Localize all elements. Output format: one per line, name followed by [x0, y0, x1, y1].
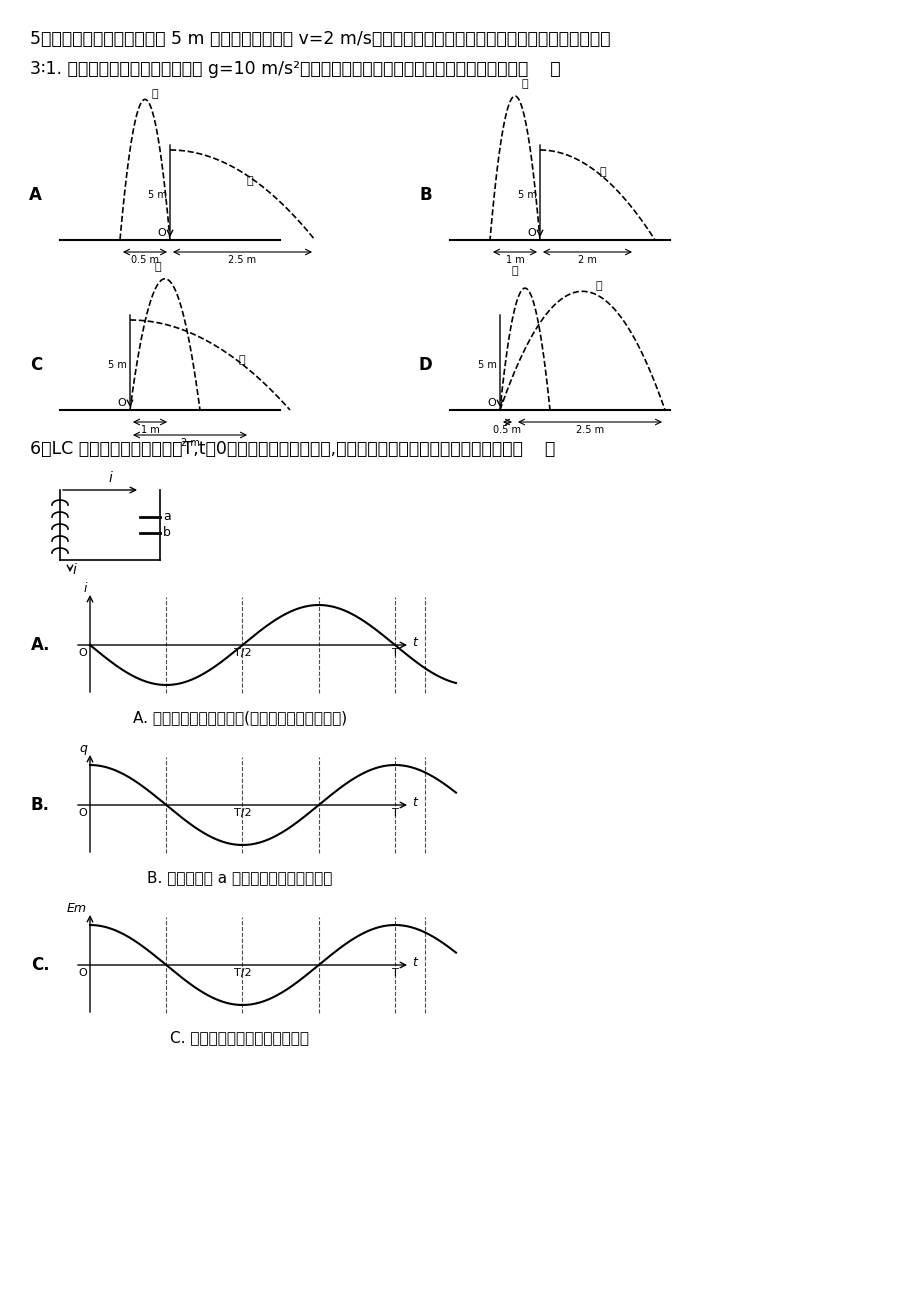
- Text: A: A: [29, 186, 42, 204]
- Text: 1 m: 1 m: [505, 255, 524, 266]
- Text: 乙: 乙: [511, 266, 517, 276]
- Text: O: O: [78, 648, 87, 658]
- Text: B: B: [419, 186, 432, 204]
- Text: O: O: [487, 398, 495, 408]
- Text: O: O: [527, 228, 536, 238]
- Text: O: O: [117, 398, 126, 408]
- Text: 甲: 甲: [246, 176, 253, 186]
- Text: O: O: [157, 228, 165, 238]
- Text: 5 m: 5 m: [108, 359, 127, 370]
- Text: A. 电流的周期性变化图象(以顺时针方向电流为正): A. 电流的周期性变化图象(以顺时针方向电流为正): [132, 710, 346, 725]
- Text: 3∶1. 不计质量损失，取重力加速度 g=10 m/s²，则下列图中两块弹片飞行的轨迹可能正确的是（    ）: 3∶1. 不计质量损失，取重力加速度 g=10 m/s²，则下列图中两块弹片飞行…: [30, 60, 560, 78]
- Text: 5 m: 5 m: [517, 190, 537, 201]
- Text: t: t: [412, 797, 416, 810]
- Text: C.: C.: [31, 956, 50, 974]
- Text: i: i: [84, 582, 87, 595]
- Text: T: T: [391, 967, 398, 978]
- Text: 2.5 m: 2.5 m: [575, 424, 604, 435]
- Text: C: C: [29, 355, 42, 374]
- Text: C. 线圈中磁场能周期性变化图象: C. 线圈中磁场能周期性变化图象: [170, 1030, 309, 1046]
- Text: 5 m: 5 m: [478, 359, 496, 370]
- Text: T/2: T/2: [233, 648, 251, 658]
- Text: q: q: [79, 742, 87, 755]
- Text: 2 m: 2 m: [180, 437, 199, 448]
- Text: 乙: 乙: [154, 262, 161, 272]
- Text: O: O: [78, 809, 87, 818]
- Text: t: t: [412, 957, 416, 970]
- Text: B.: B.: [31, 796, 50, 814]
- Text: 5 m: 5 m: [148, 190, 167, 201]
- Text: b: b: [163, 526, 171, 539]
- Text: 乙: 乙: [152, 90, 158, 99]
- Text: T/2: T/2: [233, 809, 251, 818]
- Text: O: O: [78, 967, 87, 978]
- Text: Em: Em: [67, 902, 87, 915]
- Text: 5、一弹丸在飞行到距离地面 5 m 高时仅有水平速度 v=2 m/s，爆炸成为甲、乙两块水平飞出，甲、乙的质量比为: 5、一弹丸在飞行到距离地面 5 m 高时仅有水平速度 v=2 m/s，爆炸成为甲…: [30, 30, 610, 48]
- Text: D: D: [418, 355, 432, 374]
- Text: A.: A.: [30, 635, 50, 654]
- Text: 1 m: 1 m: [141, 424, 159, 435]
- Text: 2.5 m: 2.5 m: [228, 255, 256, 266]
- Text: B. 电容器极板 a 的带电量周期性变化图象: B. 电容器极板 a 的带电量周期性变化图象: [147, 870, 333, 885]
- Text: T/2: T/2: [233, 967, 251, 978]
- Text: i: i: [108, 471, 112, 486]
- Text: 甲: 甲: [595, 281, 602, 292]
- Text: 0.5 m: 0.5 m: [130, 255, 159, 266]
- Text: i: i: [73, 562, 77, 577]
- Text: T: T: [391, 648, 398, 658]
- Text: 甲: 甲: [521, 79, 528, 89]
- Text: 2 m: 2 m: [577, 255, 596, 266]
- Text: T: T: [391, 809, 398, 818]
- Text: t: t: [412, 637, 416, 650]
- Text: 6、LC 振荡电路的振荡周期为T,t＝0时刻电流方向如图所示,此时电容器不带电．下列图象正确的是（    ）: 6、LC 振荡电路的振荡周期为T,t＝0时刻电流方向如图所示,此时电容器不带电．…: [30, 440, 555, 458]
- Text: 0.5 m: 0.5 m: [493, 424, 521, 435]
- Text: a: a: [163, 510, 171, 523]
- Text: 甲: 甲: [238, 355, 245, 365]
- Text: 乙: 乙: [599, 167, 606, 177]
